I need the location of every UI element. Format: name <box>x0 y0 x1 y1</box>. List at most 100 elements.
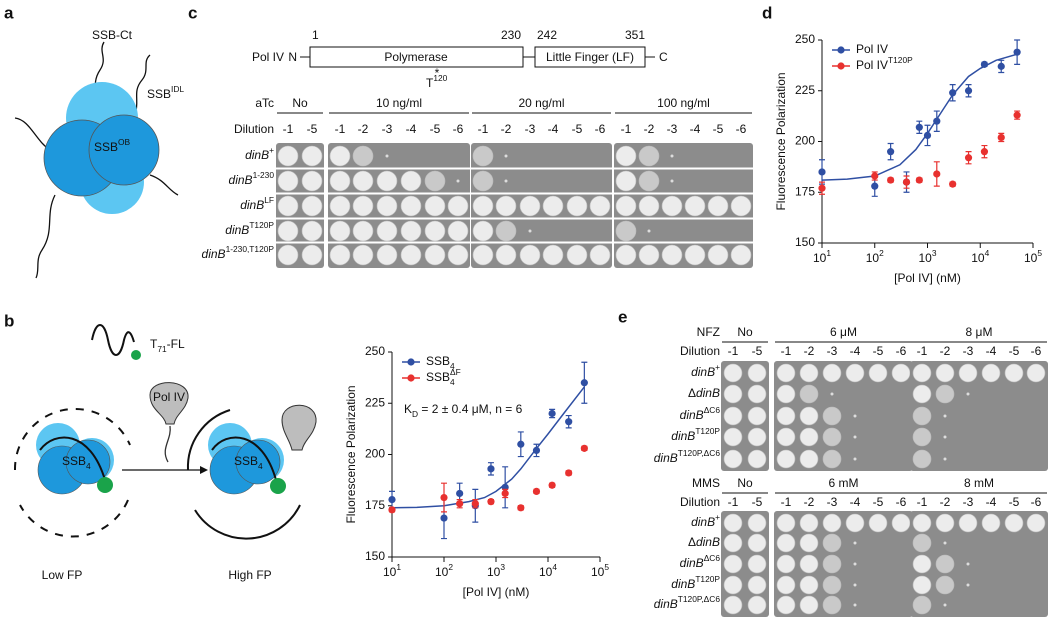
arrow <box>164 425 171 463</box>
data-point <box>388 496 396 504</box>
colony-spot <box>776 427 796 447</box>
x-tick-base: 10 <box>435 565 449 579</box>
dilution: -1 <box>335 122 346 136</box>
colony-spot <box>776 449 796 469</box>
colony-spot <box>352 170 374 192</box>
colony-trace <box>853 603 857 607</box>
x-tick-base: 10 <box>487 565 501 579</box>
terminus: C <box>659 50 668 64</box>
dilution: -2 <box>644 122 655 136</box>
colony-spot <box>822 406 842 426</box>
colony-spot <box>845 513 865 533</box>
data-point <box>964 87 973 95</box>
colony-spot <box>935 554 955 574</box>
rotation <box>19 499 129 538</box>
strain-label-part: ΔC6 <box>704 405 721 415</box>
colony-spot <box>301 195 323 217</box>
data-point <box>517 440 525 448</box>
strain-label-part: dinB <box>691 365 715 379</box>
colony-spot <box>776 575 796 595</box>
colony-spot <box>352 145 374 167</box>
colony-spot <box>935 513 955 533</box>
colony-spot <box>822 449 842 469</box>
colony-spot <box>799 384 819 404</box>
x-tick-exponent: 2 <box>448 562 453 572</box>
x-tick-exponent: 1 <box>826 248 831 258</box>
mutation-label: T120 <box>426 73 448 90</box>
data-point <box>456 500 464 508</box>
colony-spot <box>799 449 819 469</box>
data-point <box>487 465 495 473</box>
x-tick-exponent: 3 <box>500 562 505 572</box>
dilution: -3 <box>963 344 974 358</box>
colony-spot <box>400 195 422 217</box>
dilution: -5 <box>752 495 763 509</box>
data-point <box>532 446 541 454</box>
colony-spot <box>329 145 351 167</box>
colony-spot <box>822 513 842 533</box>
dilution: -1 <box>917 344 928 358</box>
x-tick-base: 10 <box>383 565 397 579</box>
colony-spot <box>723 406 743 426</box>
colony-spot <box>747 427 767 447</box>
colony-spot <box>707 195 729 217</box>
colony-spot <box>912 533 932 553</box>
data-point <box>915 176 923 184</box>
data-point <box>1013 111 1021 119</box>
colony-spot <box>1004 363 1024 383</box>
colony-spot <box>723 427 743 447</box>
data-point <box>980 60 989 68</box>
colony-spot <box>723 384 743 404</box>
dilution: -5 <box>1009 495 1020 509</box>
dilution: -6 <box>896 344 907 358</box>
dilution: -3 <box>827 495 838 509</box>
legend-label: SSB4 <box>426 354 455 371</box>
colony-spot <box>981 513 1001 533</box>
colony-spot <box>424 170 446 192</box>
strain-label-part: dinB <box>671 577 695 591</box>
panel-label: b <box>4 311 14 330</box>
dilution: -5 <box>713 122 724 136</box>
colony-spot <box>329 195 351 217</box>
colony-spot <box>329 244 351 266</box>
colony-trace <box>504 154 508 158</box>
colony-spot <box>495 220 517 242</box>
strain-label-part: dinB <box>240 198 264 212</box>
colony-trace <box>647 229 651 233</box>
condition-label: 8 mM <box>964 476 994 490</box>
data-point <box>949 180 957 188</box>
legend-sub: 4 <box>450 361 455 371</box>
mutation-part: 120 <box>433 73 447 83</box>
colony-spot <box>277 170 299 192</box>
strain-label: dinBT120P <box>671 574 720 591</box>
strain-label-part: T120P <box>695 574 720 584</box>
legend-marker <box>407 374 415 382</box>
colony-trace <box>670 179 674 183</box>
colony-spot <box>776 533 796 553</box>
colony-spot <box>799 554 819 574</box>
annotation: SSB-Ct <box>92 28 133 42</box>
data-point <box>1013 48 1021 56</box>
colony-spot <box>776 384 796 404</box>
x-tick-label: 104 <box>539 562 557 579</box>
dilution: -1 <box>283 122 294 136</box>
colony-spot <box>935 575 955 595</box>
colony-spot <box>329 170 351 192</box>
y-tick-label: 175 <box>795 184 815 198</box>
legend-sup: ΔF <box>450 367 461 377</box>
data-point <box>548 481 556 489</box>
annotation-part: 71 <box>157 344 167 354</box>
colony-spot <box>424 195 446 217</box>
dilution: -1 <box>781 344 792 358</box>
strain-label-part: dinB <box>696 386 720 400</box>
treatment-label: MMS <box>692 476 720 490</box>
colony-spot <box>822 575 842 595</box>
legend-name: Pol IV <box>856 42 888 56</box>
colony-trace <box>943 414 947 418</box>
colony-spot <box>589 195 611 217</box>
colony-spot <box>747 554 767 574</box>
data-point <box>388 506 396 514</box>
colony-spot <box>329 220 351 242</box>
strain-label-part: T120P,ΔC6 <box>678 448 721 458</box>
dilution: -2 <box>940 344 951 358</box>
